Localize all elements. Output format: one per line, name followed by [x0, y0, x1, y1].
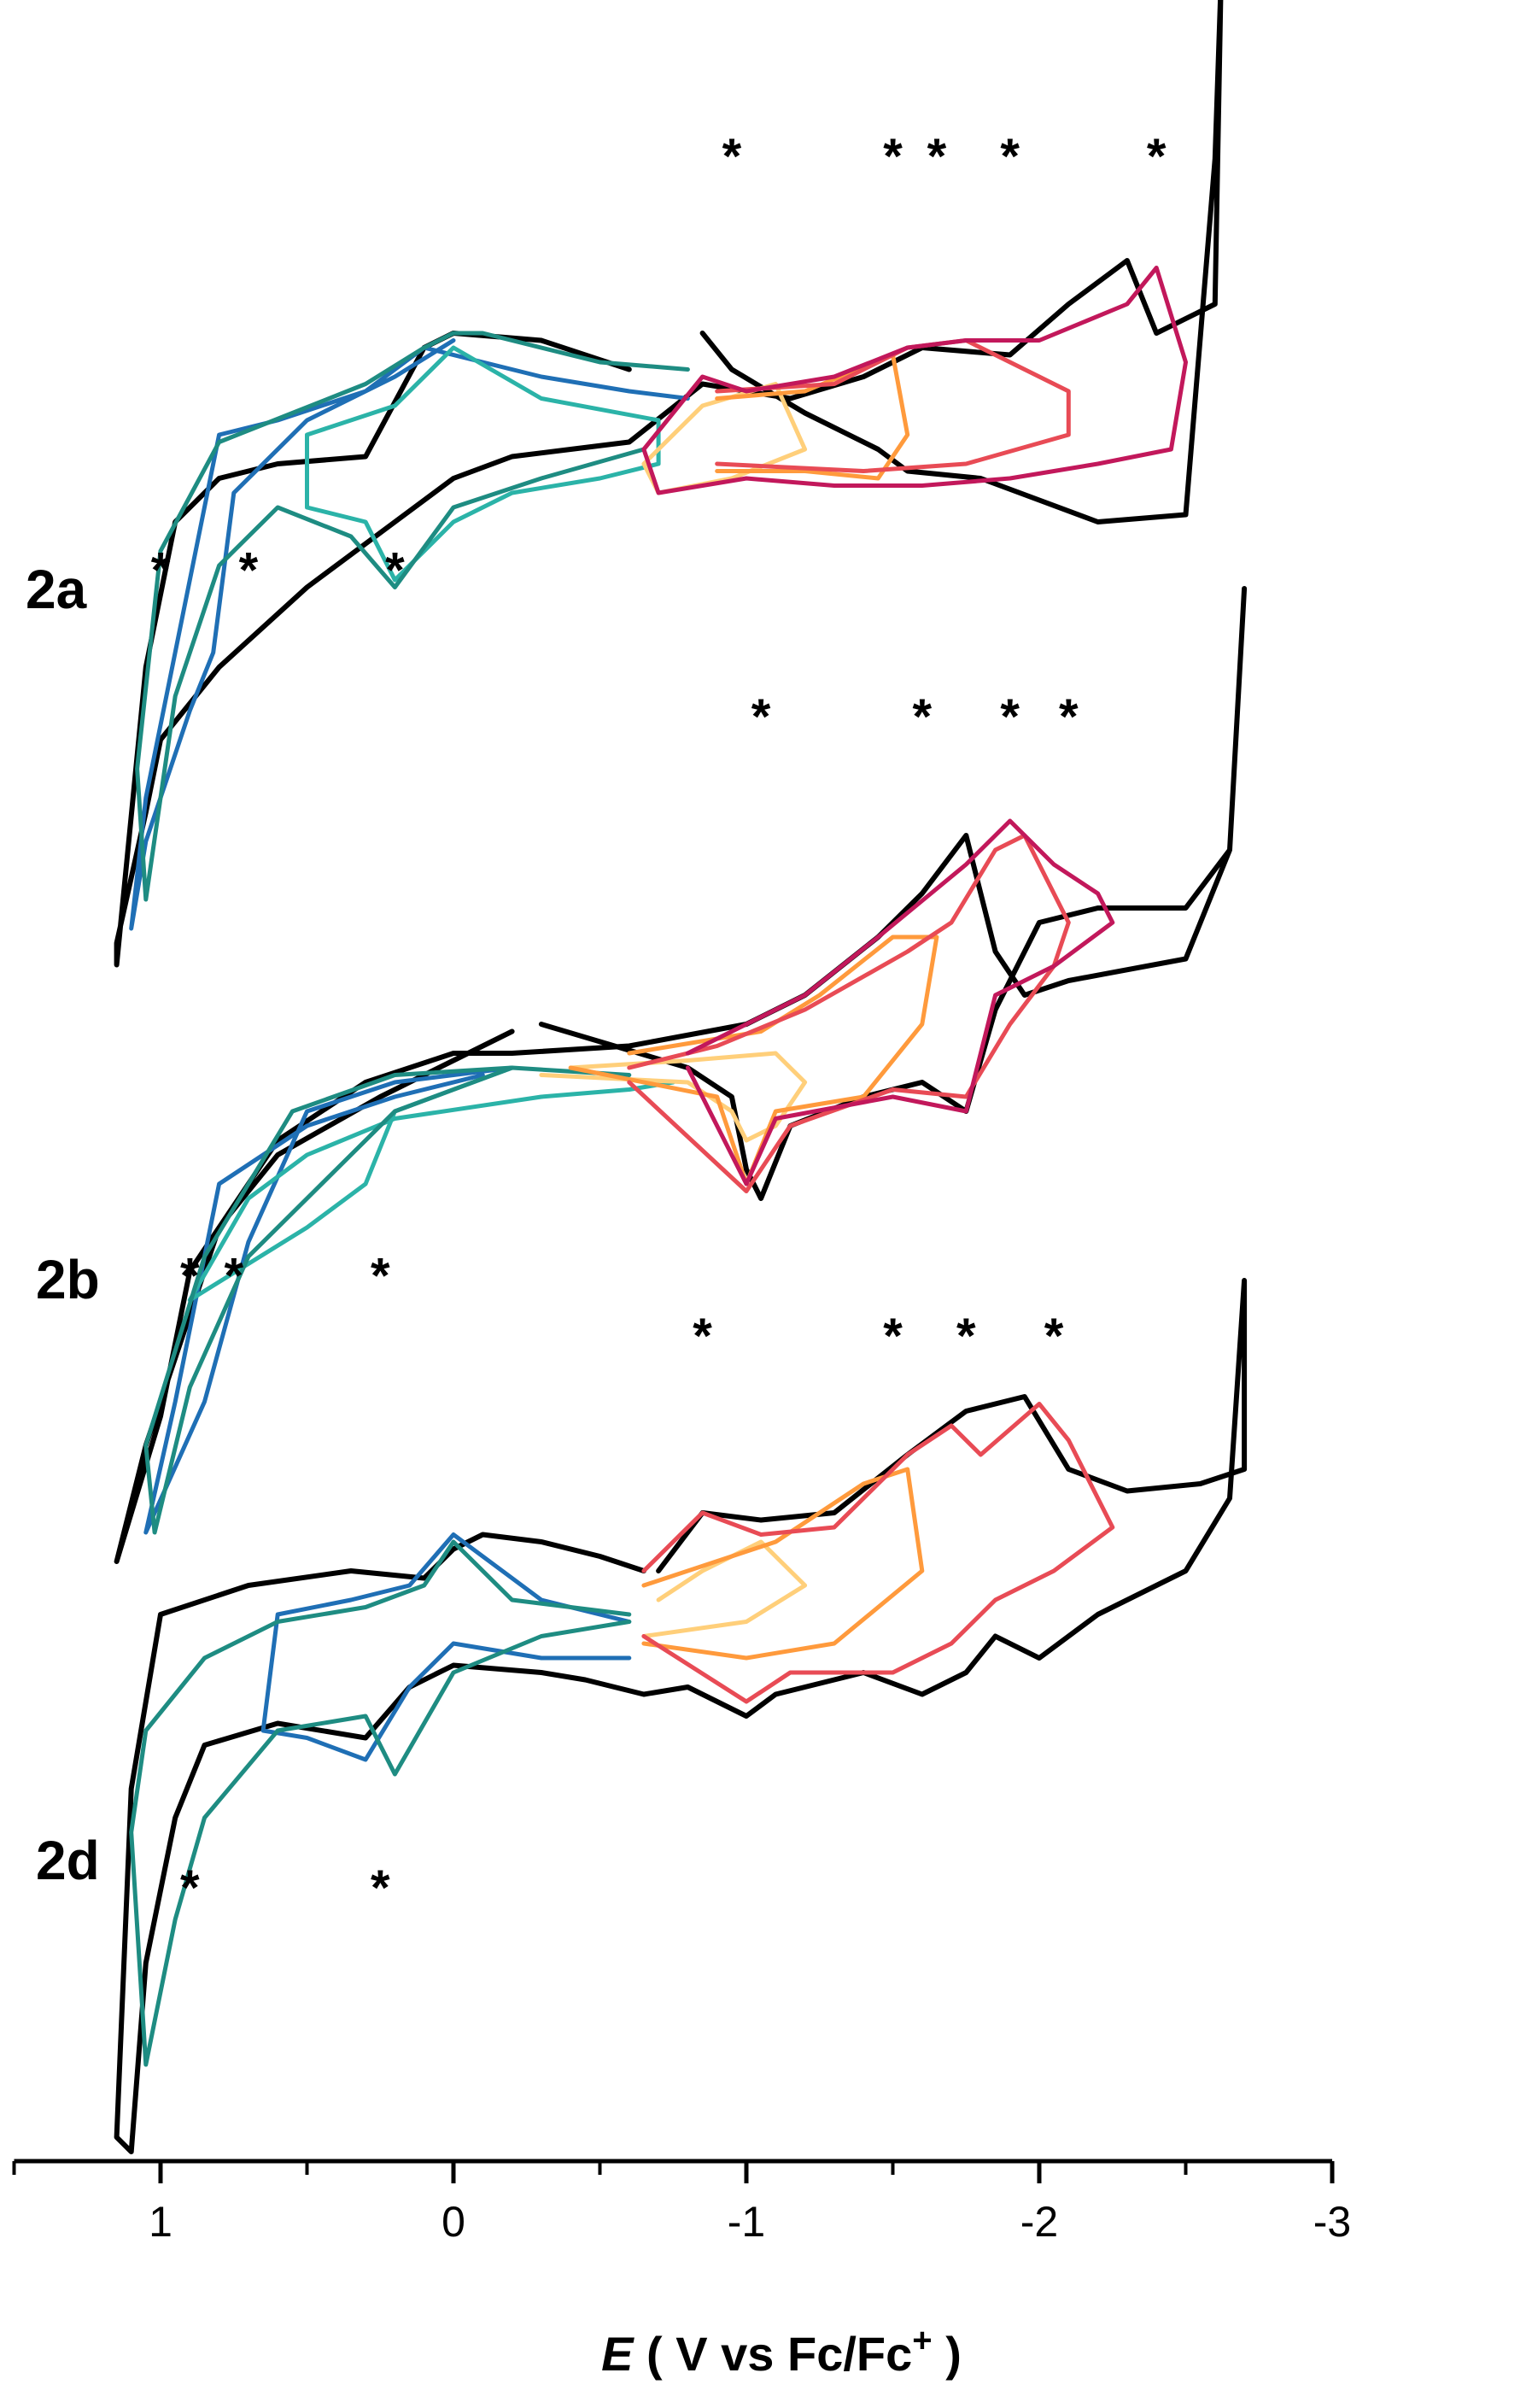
panel-label-2b: 2b — [36, 1249, 100, 1310]
trace-2d-3 — [641, 1539, 808, 1638]
trace-2b-1 — [143, 1065, 515, 1535]
x-axis-title-close: ) — [933, 2327, 962, 2381]
x-axis-title-superscript: + — [912, 2322, 932, 2359]
trace-2d-2 — [129, 1539, 632, 2067]
trace-2a-7 — [641, 266, 1188, 495]
peak-marker: * — [239, 543, 259, 599]
peak-marker: * — [151, 543, 171, 599]
x-tick-label: -3 — [1313, 2198, 1351, 2246]
peak-marker: * — [371, 1860, 390, 1916]
trace-2a-2 — [305, 345, 661, 583]
panels-layer: * * * * * * * * 2a * * * * * * * 2b * * * * * * 2d — [26, 0, 1248, 2154]
panel-2a: * * * * * * * * 2a — [26, 0, 1224, 968]
x-tick-label: -2 — [1020, 2198, 1058, 2246]
peak-marker: * — [1147, 129, 1167, 185]
trace-2d-4 — [641, 1467, 925, 1661]
trace-2b-5 — [568, 934, 939, 1186]
trace-2a-1 — [129, 338, 690, 931]
panel-2d: * * * * * * 2d — [36, 1278, 1248, 2154]
panel-label-2d: 2d — [36, 1830, 100, 1891]
trace-2a-5 — [715, 353, 910, 481]
trace-2d-1 — [260, 1532, 632, 1762]
peak-marker: * — [927, 129, 947, 185]
peak-marker: * — [1000, 129, 1020, 185]
peak-marker: * — [722, 129, 742, 185]
peak-marker: * — [913, 689, 933, 745]
peak-marker: * — [751, 689, 771, 745]
peak-marker: * — [883, 1309, 903, 1364]
x-axis: 1 0 -1 -2 -3 — [12, 2159, 1351, 2246]
peak-marker: * — [956, 1309, 976, 1364]
peak-marker: * — [1044, 1309, 1064, 1364]
trace-2b-4 — [539, 1051, 808, 1143]
peak-marker: * — [693, 1309, 712, 1364]
trace-2d-0 — [114, 1278, 1248, 2154]
trace-2a-6 — [715, 338, 1071, 473]
trace-2a-4 — [641, 382, 808, 495]
trace-2b-3 — [143, 1065, 632, 1535]
peak-marker: * — [180, 1249, 200, 1304]
trace-2b-2 — [187, 1065, 675, 1303]
x-axis-title: E ( V vs Fc/Fc+ ) — [601, 2322, 962, 2381]
peak-marker: * — [1059, 689, 1079, 745]
peak-marker: * — [1000, 689, 1020, 745]
peak-marker: * — [180, 1860, 200, 1916]
trace-2d-5 — [641, 1402, 1115, 1704]
trace-2b-6 — [627, 833, 1071, 1193]
x-tick-label: 0 — [441, 2198, 465, 2246]
trace-2a-0 — [114, 0, 1224, 968]
trace-2b-7 — [685, 818, 1115, 1186]
panel-2b: * * * * * * * 2b — [36, 586, 1248, 1564]
x-axis-title-variable: E — [601, 2327, 634, 2381]
peak-marker: * — [371, 1249, 390, 1304]
panel-label-2a: 2a — [26, 559, 87, 620]
peak-marker: * — [883, 129, 903, 185]
trace-2a-3 — [135, 331, 690, 902]
peak-marker: * — [225, 1249, 244, 1304]
peak-marker: * — [385, 543, 405, 599]
x-tick-label: -1 — [728, 2198, 765, 2246]
x-tick-label: 1 — [149, 2198, 172, 2246]
x-axis-title-units: ( V vs Fc/Fc — [633, 2327, 912, 2381]
